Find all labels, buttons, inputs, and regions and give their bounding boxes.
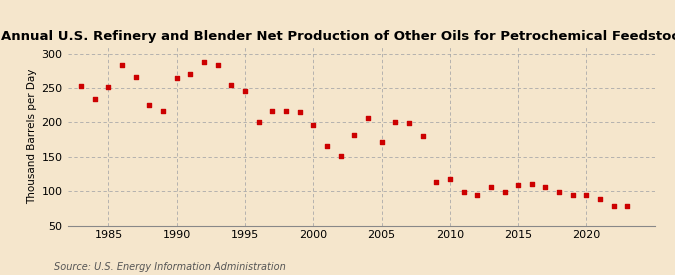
Point — [281, 109, 292, 114]
Point — [267, 108, 277, 113]
Point — [431, 179, 441, 184]
Point — [185, 71, 196, 76]
Point — [404, 121, 414, 125]
Point — [198, 60, 209, 64]
Point — [376, 140, 387, 145]
Point — [513, 183, 524, 187]
Point — [335, 154, 346, 158]
Point — [321, 144, 332, 148]
Point — [144, 103, 155, 107]
Point — [89, 97, 100, 101]
Point — [554, 190, 564, 194]
Text: Source: U.S. Energy Information Administration: Source: U.S. Energy Information Administ… — [54, 262, 286, 272]
Point — [458, 190, 469, 194]
Point — [472, 192, 483, 197]
Point — [213, 62, 223, 67]
Point — [158, 109, 169, 114]
Point — [608, 203, 619, 208]
Point — [417, 134, 428, 138]
Point — [581, 193, 592, 197]
Point — [130, 75, 141, 79]
Title: Annual U.S. Refinery and Blender Net Production of Other Oils for Petrochemical : Annual U.S. Refinery and Blender Net Pro… — [1, 30, 675, 43]
Point — [390, 119, 401, 124]
Y-axis label: Thousand Barrels per Day: Thousand Barrels per Day — [28, 68, 37, 204]
Point — [349, 133, 360, 137]
Point — [499, 190, 510, 194]
Point — [445, 177, 456, 182]
Point — [253, 119, 264, 124]
Point — [226, 83, 237, 87]
Point — [526, 182, 537, 186]
Point — [568, 192, 578, 197]
Point — [103, 84, 114, 89]
Point — [240, 89, 250, 94]
Point — [362, 116, 373, 120]
Point — [540, 185, 551, 189]
Point — [622, 203, 633, 208]
Point — [595, 196, 605, 201]
Point — [171, 75, 182, 80]
Point — [76, 84, 86, 88]
Point — [117, 62, 128, 67]
Point — [485, 185, 496, 189]
Point — [308, 123, 319, 127]
Point — [294, 110, 305, 114]
